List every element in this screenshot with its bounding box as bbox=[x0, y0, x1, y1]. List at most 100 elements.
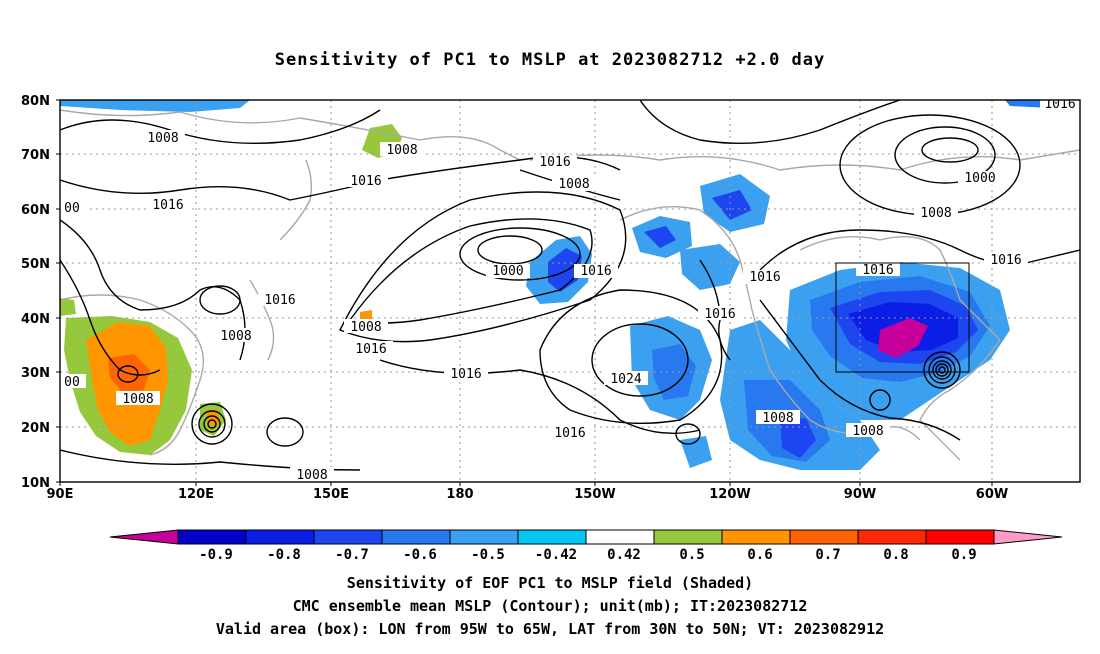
axis-ticks bbox=[56, 99, 993, 486]
contour-label: 00 bbox=[64, 375, 80, 390]
contour-asia-1016 bbox=[60, 219, 246, 361]
shade-typhoon-orange bbox=[206, 410, 220, 426]
contour-label: 1016 bbox=[355, 342, 386, 357]
contour-hurricane-1 bbox=[938, 366, 946, 374]
colorbar-swatch bbox=[449, 529, 519, 545]
contour-label: 1016 bbox=[152, 198, 183, 213]
contour-siberia-1008 bbox=[60, 109, 381, 145]
contour-japan-low bbox=[199, 285, 241, 315]
shade-top-left-blue bbox=[60, 100, 250, 112]
contour-label: 1008 bbox=[386, 143, 417, 158]
map-content: 1008 1008 1016 1016 00 1016 1008 1000 10… bbox=[60, 97, 1080, 483]
contour-label: 1016 bbox=[990, 253, 1021, 268]
coast-kuril bbox=[279, 159, 313, 241]
colorbar-swatch bbox=[857, 529, 927, 545]
contour-label: 1016 bbox=[539, 155, 570, 170]
contour-label: 1016 bbox=[749, 270, 780, 285]
coast-siberia-north bbox=[60, 109, 521, 161]
colorbar-label: -0.9 bbox=[199, 547, 233, 563]
contour-label: 1008 bbox=[762, 411, 793, 426]
lat-label-80n: 80N bbox=[21, 94, 50, 109]
shade-bc-light bbox=[680, 244, 740, 290]
contour-label: 1016 bbox=[862, 263, 893, 278]
contour-north-1016 bbox=[60, 155, 621, 201]
lat-label-30n: 30N bbox=[21, 366, 50, 381]
shade-mexico-dark bbox=[780, 418, 816, 458]
lon-label-90w: 90W bbox=[844, 487, 876, 502]
colorbar-label: 0.42 bbox=[607, 547, 641, 563]
colorbar-label: 0.9 bbox=[951, 547, 976, 563]
colorbar-label: 0.5 bbox=[679, 547, 704, 563]
contour-high-1016 bbox=[539, 289, 723, 425]
lon-label-150w: 150W bbox=[574, 487, 615, 502]
map-frame bbox=[59, 99, 1081, 483]
contour-label: 1008 bbox=[122, 392, 153, 407]
lon-labels: 90E 120E 150E 180 150W 120W 90W 60W bbox=[47, 487, 1009, 502]
contour-typhoon-2 bbox=[203, 415, 221, 433]
contour-npac-low-1008 bbox=[459, 227, 581, 281]
colorbar-swatch bbox=[245, 529, 315, 545]
lat-label-20n: 20N bbox=[21, 421, 50, 436]
coast-china bbox=[60, 294, 204, 456]
contour-label: 1016 bbox=[704, 307, 735, 322]
contour-label: 1008 bbox=[350, 320, 381, 335]
coastlines bbox=[60, 109, 1080, 461]
lon-label-180: 180 bbox=[446, 487, 473, 502]
contour-label: 1008 bbox=[920, 206, 951, 221]
valid-area-box bbox=[835, 262, 970, 373]
contour-typhoon-1 bbox=[207, 419, 217, 429]
contour-label: 1008 bbox=[147, 131, 178, 146]
figure-title: Sensitivity of PC1 to MSLP at 2023082712… bbox=[274, 50, 826, 70]
contour-label: 1008 bbox=[220, 329, 251, 344]
lat-labels: 80N 70N 60N 50N 40N 30N 20N 10N bbox=[21, 94, 50, 491]
contour-hurricane-3 bbox=[932, 360, 952, 380]
colorbar-label: -0.5 bbox=[471, 547, 505, 563]
caption-line-1: Sensitivity of EOF PC1 to MSLP field (Sh… bbox=[346, 574, 754, 592]
contour-hurricane-4 bbox=[928, 356, 956, 384]
coast-hudson bbox=[799, 236, 881, 251]
colorbar-label: -0.7 bbox=[335, 547, 369, 563]
colorbar-arrow-right bbox=[993, 529, 1063, 545]
sensitivity-shading bbox=[60, 100, 1060, 470]
colorbar-swatch bbox=[517, 529, 587, 545]
contour-label: 1016 bbox=[1044, 97, 1075, 112]
contour-label: 1008 bbox=[852, 424, 883, 439]
shade-gulf-dark bbox=[644, 226, 676, 248]
shade-left-edge-green bbox=[60, 298, 76, 316]
colorbar-swatch bbox=[313, 529, 383, 545]
coast-east-na bbox=[879, 235, 1001, 461]
colorbar-swatch bbox=[381, 529, 451, 545]
contour-na-1008 bbox=[759, 299, 961, 441]
contour-arctic-low-inner bbox=[921, 137, 979, 163]
contour-hurricane-2 bbox=[935, 363, 949, 377]
lat-label-40n: 40N bbox=[21, 312, 50, 327]
colorbar-label: 0.6 bbox=[747, 547, 772, 563]
lon-label-150e: 150E bbox=[313, 487, 349, 502]
contour-arctic-wave-1 bbox=[639, 100, 901, 145]
lon-label-120w: 120W bbox=[709, 487, 750, 502]
shade-na-magenta bbox=[878, 318, 928, 358]
contour-label: 1016 bbox=[580, 264, 611, 279]
colorbar-swatch bbox=[177, 529, 247, 545]
contour-arctic-low-1000 bbox=[894, 126, 996, 184]
contour-npac-1016 bbox=[348, 218, 593, 324]
contour-label: 1008 bbox=[296, 468, 327, 483]
colorbar-swatch bbox=[925, 529, 995, 545]
contour-typhoon-3 bbox=[198, 410, 226, 438]
contour-hurricane-5 bbox=[923, 351, 961, 389]
contour-pacific-1016-low bbox=[379, 359, 701, 434]
lon-label-60w: 60W bbox=[976, 487, 1008, 502]
lon-label-120e: 120E bbox=[178, 487, 214, 502]
contour-label: 1000 bbox=[964, 171, 995, 186]
contour-asia-1008 bbox=[60, 259, 161, 376]
coast-japan bbox=[249, 279, 275, 361]
colorbar-swatch bbox=[721, 529, 791, 545]
contour-label: 1024 bbox=[610, 372, 641, 387]
lon-label-90e: 90E bbox=[47, 487, 74, 502]
contour-high-1024 bbox=[591, 323, 689, 397]
colorbar-swatch bbox=[653, 529, 723, 545]
contour-npac-outer bbox=[339, 191, 627, 343]
colorbar-label: 0.7 bbox=[815, 547, 840, 563]
contour-label: 1000 bbox=[492, 264, 523, 279]
